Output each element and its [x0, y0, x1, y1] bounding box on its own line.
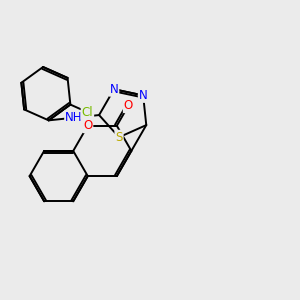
Text: O: O [83, 119, 92, 132]
Text: N: N [110, 83, 118, 96]
Text: S: S [115, 131, 123, 144]
Text: NH: NH [65, 111, 82, 124]
Text: O: O [124, 99, 133, 112]
Text: Cl: Cl [82, 106, 93, 119]
Text: N: N [139, 89, 148, 102]
